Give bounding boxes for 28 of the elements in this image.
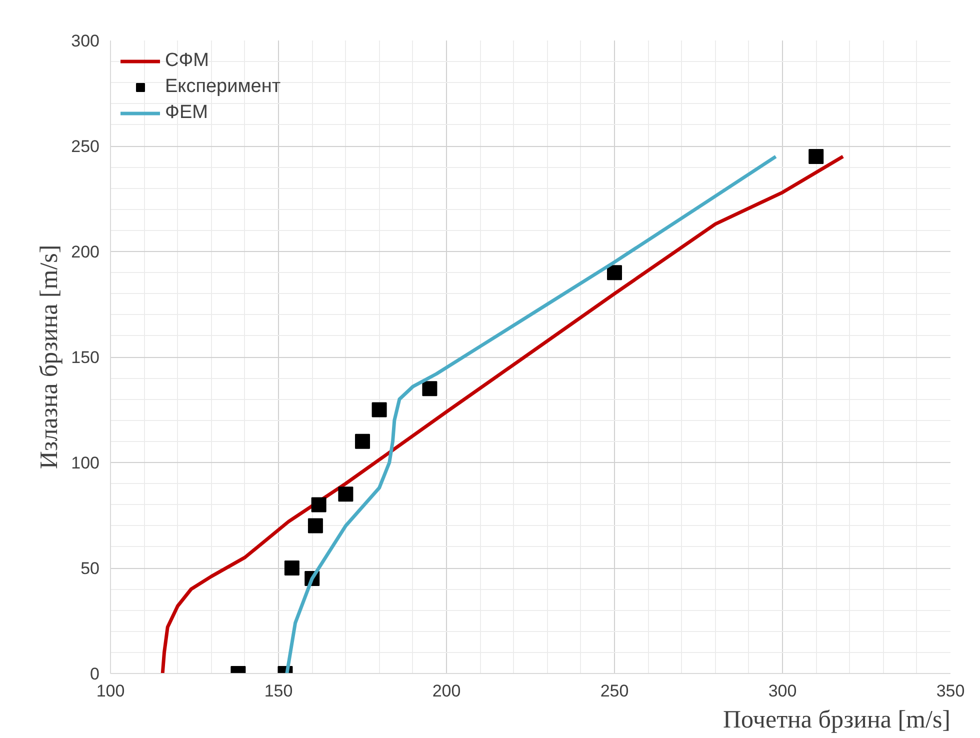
x-tick-label: 150 — [264, 682, 293, 700]
y-tick-label: 300 — [71, 32, 100, 50]
point — [808, 149, 824, 164]
point — [338, 486, 354, 502]
legend-label: СФМ — [165, 50, 209, 72]
point — [372, 402, 387, 418]
point — [311, 497, 326, 512]
x-axis-title: Почетна брзина [m/s] — [723, 706, 951, 734]
point — [284, 560, 300, 576]
x-tick-label: 200 — [432, 682, 461, 700]
x-tick-label: 300 — [768, 682, 797, 700]
x-tick-label: 350 — [936, 682, 965, 700]
y-tick-label: 0 — [90, 664, 100, 684]
y-tick-label: 50 — [80, 559, 100, 578]
point — [308, 518, 323, 534]
point — [422, 381, 438, 396]
y-tick-label: 250 — [71, 137, 100, 156]
y-tick-label: 100 — [71, 454, 100, 472]
y-tick-label: 150 — [71, 348, 100, 367]
x-tick-label: 250 — [600, 682, 629, 700]
legend-label: Експеримент — [165, 76, 281, 98]
point — [355, 434, 370, 449]
y-tick-label: 200 — [71, 242, 100, 262]
y-axis-title: Излазна брзина [m/s] — [36, 244, 64, 470]
line-series — [160, 154, 845, 674]
legend-label: ФЕМ — [165, 102, 208, 124]
point — [607, 265, 622, 280]
x-tick-label: 100 — [96, 682, 125, 700]
